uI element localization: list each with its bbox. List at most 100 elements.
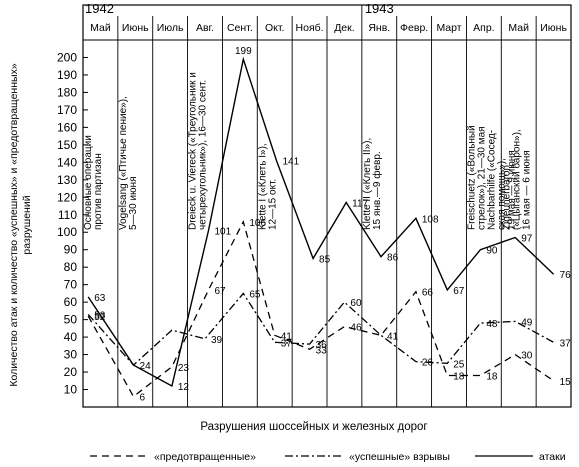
data-label: 24 <box>140 361 152 372</box>
operation-annotation: Nachbarhilfe («Сосед- <box>486 130 497 230</box>
data-label: 117 <box>352 199 368 210</box>
y-tick-label: 200 <box>57 50 77 64</box>
operation-annotation: 16 мая — 6 июня <box>521 150 532 230</box>
y-tick-label: 150 <box>57 138 77 152</box>
y-tick-label: 190 <box>57 68 77 82</box>
data-label: 41 <box>281 331 293 342</box>
data-label: 85 <box>319 254 331 265</box>
y-tick-label: 60 <box>64 295 78 309</box>
operation-annotation: Zigeunerbaron <box>501 165 512 230</box>
legend-label-attacks: атаки <box>539 451 566 463</box>
year-label: 1942 <box>85 1 114 16</box>
y-tick-label: 130 <box>57 173 77 187</box>
year-label: 1943 <box>365 1 394 16</box>
point-labels-layer: 63 24 12 101 199 141 85 117 86 108 67 90 97 76 53 39 65 3… <box>94 46 571 403</box>
data-label: 37 <box>281 338 293 349</box>
data-label: 106 <box>249 218 266 229</box>
data-label: 141 <box>282 157 299 168</box>
y-tick-label: 10 <box>64 383 78 397</box>
data-label: 52 <box>94 312 106 323</box>
operation-annotation: стрелок»), 21—30 мая <box>476 126 487 230</box>
data-label: 108 <box>422 214 439 225</box>
data-label: 199 <box>235 46 252 57</box>
y-tick-label: 140 <box>57 155 77 169</box>
operation-annotation: Dreieck u. Viereck («Треугольник и <box>188 72 199 230</box>
y-tick-label: 100 <box>57 225 77 239</box>
y-tick-label: 90 <box>64 243 78 257</box>
month-label: Апр. <box>473 22 494 34</box>
y-tick-label: 50 <box>64 313 78 327</box>
y-tick-label: 160 <box>57 120 77 134</box>
operation-annotation: («Цыганский барон»), <box>510 129 522 230</box>
data-label: 90 <box>486 246 498 257</box>
y-tick-label: 20 <box>64 365 78 379</box>
series-line <box>87 56 555 388</box>
operation-annotation: ская помощь»), <box>496 158 507 230</box>
month-label: Сент. <box>227 22 253 34</box>
data-label: 15 <box>560 377 572 388</box>
y-tick-label: 110 <box>58 208 77 222</box>
data-label: 30 <box>521 351 533 362</box>
y-axis-label-line-2: разрушений <box>21 195 33 254</box>
month-label: Май <box>508 22 529 34</box>
data-label: 26 <box>422 358 434 369</box>
operation-annotation: Vogelsang («Птичье пение»), <box>118 96 129 230</box>
data-label: 39 <box>211 335 223 346</box>
data-label: 53 <box>94 310 106 321</box>
operation-annotation: 19 мая — 9 июня <box>506 150 517 230</box>
y-tick-label: 70 <box>64 278 78 292</box>
y-tick-label: 40 <box>64 330 78 344</box>
annotations-layer: Основные операции против партизан Vogelsan… <box>83 72 532 230</box>
data-label: 46 <box>350 323 362 334</box>
month-label: Март <box>436 22 461 34</box>
data-label: 63 <box>94 293 106 304</box>
data-label: 101 <box>214 226 231 237</box>
legend-label-successful: «успешные» взрывы <box>349 451 450 463</box>
data-label: 18 <box>453 372 465 383</box>
data-label: 36 <box>316 340 328 351</box>
years-layer: 1942 1943 <box>85 1 394 16</box>
operation-annotation: против партизан <box>93 153 104 230</box>
data-label: 67 <box>214 286 226 297</box>
month-label: Нояб. <box>296 22 324 34</box>
yticks-layer: 10 20 30 40 50 60 70 80 90 100 110 120 130 140 150 160 1… <box>57 50 88 397</box>
y-tick-label: 120 <box>57 190 77 204</box>
data-label: 12 <box>178 382 190 393</box>
data-label: 25 <box>453 359 465 370</box>
data-label: 76 <box>560 270 572 281</box>
operation-annotation: Klette II («Клеть II»), <box>362 138 373 230</box>
operation-annotation: Klette I («Клеть I»), <box>257 143 268 230</box>
y-tick-label: 180 <box>57 85 77 99</box>
month-label: Февр. <box>400 22 428 34</box>
operation-annotation: Основные операции <box>83 135 94 230</box>
data-label: 23 <box>178 363 190 374</box>
operation-annotation: Freischuetz («Вольный <box>466 125 477 230</box>
y-tick-label: 80 <box>64 260 78 274</box>
operation-annotation: 12—15 окт. <box>267 179 278 230</box>
month-label: Июнь <box>122 22 149 34</box>
y-axis-label-line-1: Количество атак и количество «успешных» … <box>8 63 20 386</box>
grid-layer <box>82 4 572 408</box>
data-label: 97 <box>521 233 533 244</box>
month-label: Янв. <box>368 22 390 34</box>
data-label: 66 <box>422 288 434 299</box>
series-line <box>87 292 554 367</box>
operation-annotation: 5—30 июня <box>128 177 139 231</box>
operation-annotation: четырехугольник»), 16—30 сент. <box>198 80 209 230</box>
x-axis-label: Разрушения шоссейных и железных дорог <box>200 421 427 433</box>
data-label: 67 <box>453 286 465 297</box>
month-label: Окт. <box>265 22 284 34</box>
data-label: 60 <box>350 298 362 309</box>
data-label: 18 <box>486 372 498 383</box>
data-label: 86 <box>387 253 399 264</box>
data-label: 37 <box>560 338 572 349</box>
month-label: Авг. <box>196 22 214 34</box>
operation-annotation: 15 янв.—9 февр. <box>371 151 383 230</box>
data-label: 65 <box>249 289 261 300</box>
data-label: 49 <box>521 317 533 328</box>
data-label: 33 <box>316 345 328 356</box>
data-label: 6 <box>140 393 146 404</box>
data-label: 48 <box>486 319 498 330</box>
legend: «предотвращенные» «успешные» взрывы атак… <box>90 451 566 463</box>
months-layer: Май Июнь Июль Авг. Сент. Окт. Нояб. Дек. Янв. Фев… <box>90 22 567 34</box>
